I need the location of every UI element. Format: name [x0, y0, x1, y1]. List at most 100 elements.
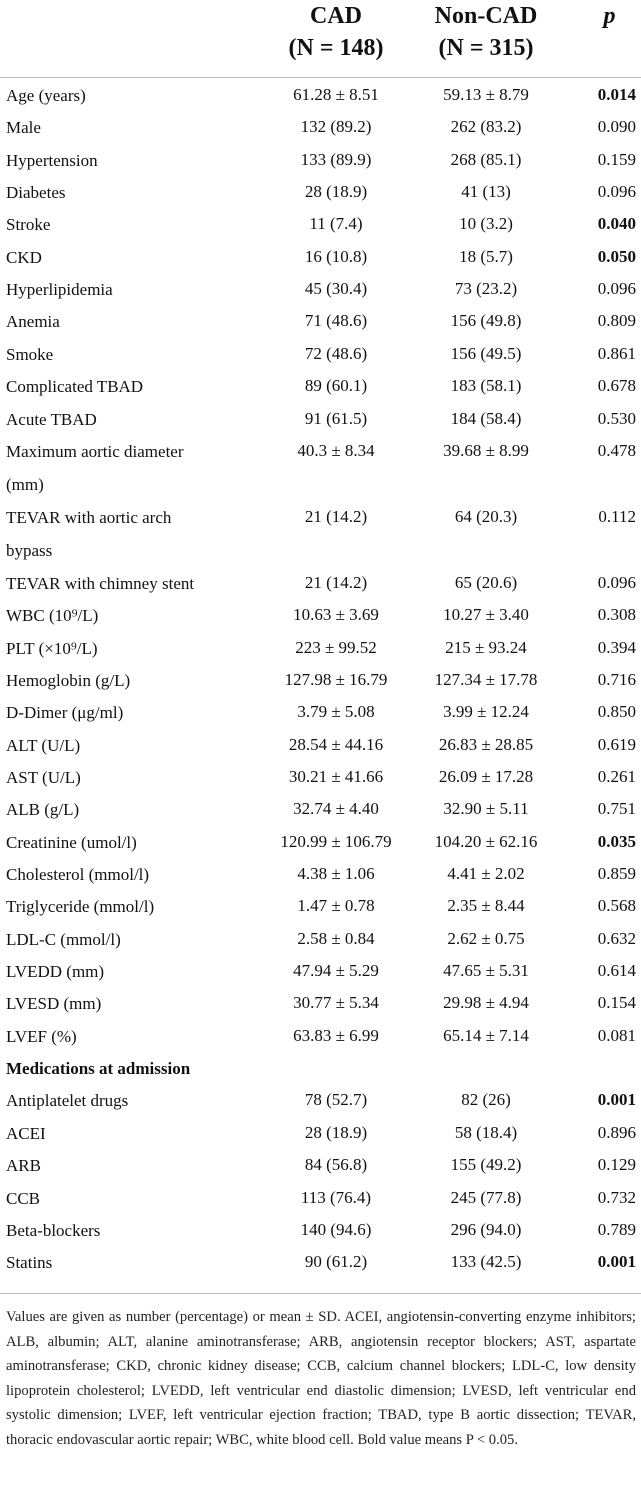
row-label: Hemoglobin (g/L): [6, 670, 131, 690]
row-label: Cholesterol (mmol/l): [6, 865, 150, 884]
table-row: LVEDD (mm) 47.94 ± 5.29 47.65 ± 5.31 0.614: [0, 955, 641, 987]
cad-value: 30.21 ± 41.66: [288, 766, 384, 786]
row-label: Statins: [6, 1253, 53, 1273]
row-label: Hypertension: [6, 150, 98, 170]
noncad-value: 183 (58.1): [450, 376, 522, 396]
row-label-continued: bypass: [6, 540, 53, 560]
cad-value: 40.3 ± 8.34: [297, 440, 375, 460]
cad-value: 223 ± 99.52: [295, 637, 377, 657]
table-row: Male 132 (89.2) 262 (83.2) 0.090: [0, 111, 641, 143]
table-row: ARB 84 (56.8) 155 (49.2) 0.129: [0, 1149, 641, 1181]
p-value: 0.112: [598, 506, 636, 526]
p-value: 0.861: [597, 343, 636, 363]
p-value: 0.632: [597, 928, 636, 948]
cad-value: 120.99 ± 106.79: [280, 831, 392, 851]
p-value: 0.751: [597, 799, 636, 819]
cad-value: 1.47 ± 0.78: [297, 896, 375, 916]
header-noncad-n: (N = 315): [438, 35, 534, 61]
p-value: 0.159: [597, 149, 636, 169]
p-value: 0.001: [597, 1252, 636, 1272]
cad-value: 72 (48.6): [304, 343, 368, 363]
table-row: Hemoglobin (g/L) 127.98 ± 16.79 127.34 ± 1…: [0, 664, 641, 696]
p-value: 0.530: [597, 408, 636, 428]
p-value: 0.850: [597, 702, 636, 722]
row-label: Medications at admission: [6, 1059, 191, 1079]
noncad-value: 155 (49.2): [450, 1155, 522, 1175]
cad-value: 132 (89.2): [300, 117, 372, 137]
table-row: TEVAR with chimney stent 21 (14.2) 65 (20.…: [0, 567, 641, 599]
table-row: Hypertension 133 (89.9) 268 (85.1) 0.159: [0, 144, 641, 176]
row-label: Antiplatelet drugs: [6, 1091, 129, 1111]
table-row: LVEF (%) 63.83 ± 6.99 65.14 ± 7.14 0.081: [0, 1020, 641, 1052]
cad-value: 90 (61.2): [304, 1252, 368, 1272]
noncad-value: 32.90 ± 5.11: [443, 799, 529, 819]
row-label: LVEF (%): [6, 1026, 77, 1046]
table-row: Statins 90 (61.2) 133 (42.5) 0.001: [0, 1246, 641, 1278]
noncad-value: 2.62 ± 0.75: [447, 928, 525, 948]
header-p: p: [578, 0, 641, 32]
noncad-value: 2.35 ± 8.44: [447, 896, 525, 916]
row-label: LVEDD (mm): [6, 962, 105, 982]
header-cad-n: (N = 148): [288, 35, 384, 61]
baseline-characteristics-table: CAD (N = 148) Non-CAD (N = 315) p Age (y…: [0, 0, 641, 1448]
row-label: Complicated TBAD: [6, 377, 144, 397]
noncad-value: 3.99 ± 12.24: [443, 702, 529, 722]
row-label: ALB (g/L): [6, 800, 80, 820]
p-value: 0.896: [597, 1122, 636, 1142]
cad-value: 21 (14.2): [304, 572, 368, 592]
p-value: 0.614: [597, 961, 636, 981]
table-row: CCB 113 (76.4) 245 (77.8) 0.732: [0, 1182, 641, 1214]
table-row: Triglyceride (mmol/l) 1.47 ± 0.78 2.35 ± 8…: [0, 890, 641, 922]
row-label: ALT (U/L): [6, 735, 81, 755]
row-label: Beta-blockers: [6, 1220, 101, 1240]
row-label: Acute TBAD: [6, 409, 97, 429]
p-value: 0.859: [597, 864, 636, 883]
p-value: 0.678: [597, 376, 636, 396]
cad-value: 61.28 ± 8.51: [293, 85, 379, 104]
p-value: 0.308: [597, 605, 636, 625]
table-row: Stroke 11 (7.4) 10 (3.2) 0.040: [0, 208, 641, 240]
noncad-value: 18 (5.7): [459, 246, 513, 266]
footer-rule: [0, 1293, 641, 1294]
cad-value: 4.38 ± 1.06: [297, 864, 375, 883]
cad-value: 78 (52.7): [304, 1090, 368, 1110]
table-row: PLT (×10⁹/L) 223 ± 99.52 215 ± 93.24 0.394: [0, 632, 641, 664]
cad-value: 133 (89.9): [300, 149, 372, 169]
row-label: Anemia: [6, 312, 60, 332]
table-row: Age (years) 61.28 ± 8.51 59.13 ± 8.79 0.014: [0, 79, 641, 111]
cad-value: 10.63 ± 3.69: [293, 605, 379, 625]
cad-value: 47.94 ± 5.29: [293, 961, 379, 981]
table-row: Antiplatelet drugs 78 (52.7) 82 (26) 0.001: [0, 1084, 641, 1116]
row-label: ARB: [6, 1156, 41, 1176]
header-cad-name: CAD: [310, 3, 362, 29]
row-label: CCB: [6, 1188, 41, 1208]
p-value: 0.035: [597, 831, 636, 851]
row-label: PLT (×10⁹/L): [6, 638, 98, 658]
p-value: 0.096: [597, 279, 636, 299]
cad-value: 127.98 ± 16.79: [284, 669, 388, 689]
p-value: 0.096: [597, 572, 636, 592]
noncad-value: 10 (3.2): [459, 214, 513, 234]
p-value: 0.619: [597, 734, 636, 754]
table-header: CAD (N = 148) Non-CAD (N = 315) p: [0, 0, 641, 77]
row-label: TEVAR with aortic arch: [6, 507, 172, 527]
cad-value: 21 (14.2): [304, 506, 368, 526]
table-row: ALT (U/L) 28.54 ± 44.16 26.83 ± 28.85 0.619: [0, 729, 641, 761]
cad-value: 71 (48.6): [304, 311, 368, 331]
row-label: Stroke: [6, 215, 51, 235]
row-label: TEVAR with chimney stent: [6, 573, 195, 593]
cad-value: 63.83 ± 6.99: [293, 1025, 379, 1045]
table-footnote: Values are given as number (percentage) …: [6, 1309, 636, 1448]
header-p-label: p: [603, 3, 616, 29]
noncad-value: 59.13 ± 8.79: [443, 85, 529, 104]
table-row: LVESD (mm) 30.77 ± 5.34 29.98 ± 4.94 0.154: [0, 987, 641, 1019]
table-row: Beta-blockers 140 (94.6) 296 (94.0) 0.789: [0, 1214, 641, 1246]
p-value: 0.394: [597, 637, 636, 657]
noncad-value: 215 ± 93.24: [445, 637, 527, 657]
cad-value: 28 (18.9): [304, 182, 368, 202]
table-row: WBC (10⁹/L) 10.63 ± 3.69 10.27 ± 3.40 0.308: [0, 599, 641, 631]
table-row: Smoke 72 (48.6) 156 (49.5) 0.861: [0, 338, 641, 370]
noncad-value: 39.68 ± 8.99: [443, 440, 529, 460]
p-value: 0.789: [597, 1219, 636, 1239]
p-value: 0.732: [597, 1187, 636, 1207]
